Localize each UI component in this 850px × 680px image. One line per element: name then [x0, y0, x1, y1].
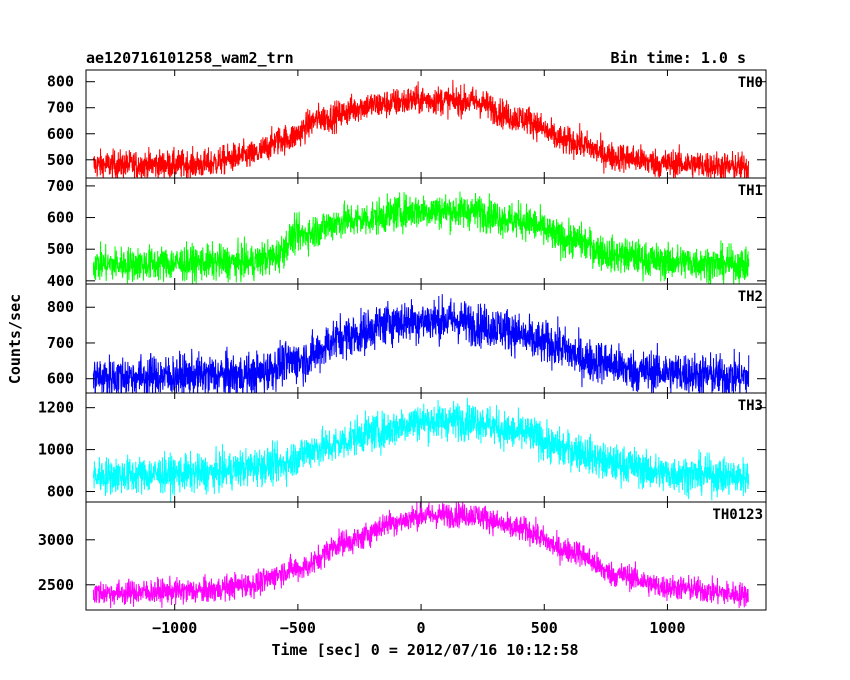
series-th2: [92, 294, 750, 393]
chart-title: ae120716101258_wam2_trn: [86, 49, 294, 67]
panel-label-th0: TH0: [738, 75, 763, 91]
series-th0123: [92, 502, 749, 609]
panel-th2: 600 700 800 TH2: [47, 283, 767, 394]
y-tick-label-th2: 800: [47, 298, 74, 316]
x-tick-label: 1000: [649, 619, 685, 637]
y-tick-label-th0123: 3000: [38, 531, 74, 549]
y-tick-label-th3: 800: [47, 483, 74, 501]
y-axis-title: Counts/sec: [6, 294, 24, 384]
y-tick-label-th0: 700: [47, 99, 74, 117]
y-tick-label-th0123: 2500: [38, 576, 74, 594]
panel-label-th2: TH2: [738, 289, 763, 305]
panel-frame-th3: [85, 392, 767, 503]
y-tick-label-th1: 500: [47, 240, 74, 258]
panel-frame-th0123: [85, 501, 767, 611]
panels-group: 500 600 700 800 TH0 400 500 600 700 TH1 600 700 800 T…: [38, 69, 767, 611]
bin-time-label: Bin time: 1.0 s: [611, 49, 746, 67]
panel-th3: 800 1000 1200 TH3: [38, 392, 767, 503]
series-th3: [92, 397, 750, 502]
panel-th0123: 2500 3000 TH0123: [38, 501, 767, 611]
x-axis-title: Time [sec] 0 = 2012/07/16 10:12:58: [271, 641, 578, 659]
y-tick-label-th0: 500: [47, 151, 74, 169]
series-th0: [92, 79, 750, 178]
y-tick-label-th2: 700: [47, 334, 74, 352]
x-tick-label: −500: [280, 619, 316, 637]
y-tick-label-th1: 400: [47, 272, 74, 290]
y-tick-label-th1: 700: [47, 177, 74, 195]
x-axis-tick-labels: −1000 −500 0 500 1000: [152, 619, 685, 637]
y-tick-label-th0: 600: [47, 125, 74, 143]
panel-th0: 500 600 700 800 TH0: [47, 69, 767, 179]
panel-label-th0123: TH0123: [712, 507, 763, 523]
x-tick-label: −1000: [152, 619, 197, 637]
y-tick-label-th2: 600: [47, 370, 74, 388]
panel-label-th3: TH3: [738, 398, 763, 414]
y-tick-label-th0: 800: [47, 73, 74, 91]
x-tick-label: 0: [417, 619, 426, 637]
y-tick-label-th3: 1200: [38, 399, 74, 417]
panel-th1: 400 500 600 700 TH1: [47, 177, 767, 290]
x-tick-label: 500: [531, 619, 558, 637]
series-th1: [92, 191, 750, 284]
panel-label-th1: TH1: [738, 183, 763, 199]
y-tick-label-th1: 600: [47, 209, 74, 227]
y-tick-label-th3: 1000: [38, 441, 74, 459]
